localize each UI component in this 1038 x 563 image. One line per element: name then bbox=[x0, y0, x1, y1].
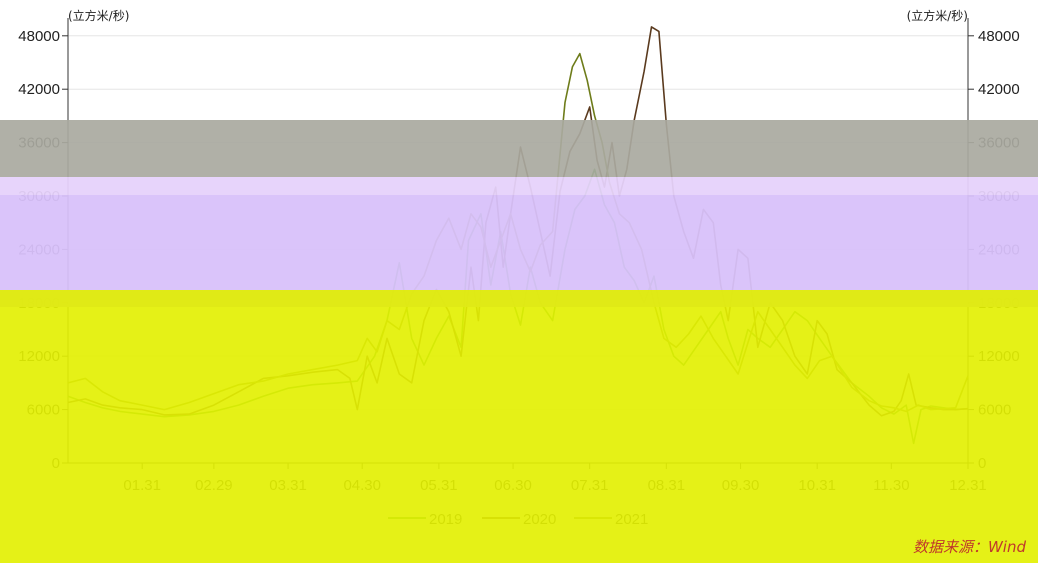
right-y-tick-label: 42000 bbox=[978, 81, 1020, 98]
overlay-band-lavender-top bbox=[0, 177, 1038, 195]
right-unit-label: (立方米/秒) bbox=[907, 8, 968, 23]
overlay-band-gray bbox=[0, 120, 1038, 177]
left-y-tick-label: 48000 bbox=[18, 28, 60, 45]
source-note: 数据来源：Wind bbox=[912, 538, 1026, 556]
overlay-band-yellow bbox=[0, 290, 1038, 563]
overlay-band-lavender bbox=[0, 195, 1038, 290]
right-y-tick-label: 48000 bbox=[978, 28, 1020, 45]
left-unit-label: (立方米/秒) bbox=[68, 8, 129, 23]
left-y-tick-label: 42000 bbox=[18, 81, 60, 98]
